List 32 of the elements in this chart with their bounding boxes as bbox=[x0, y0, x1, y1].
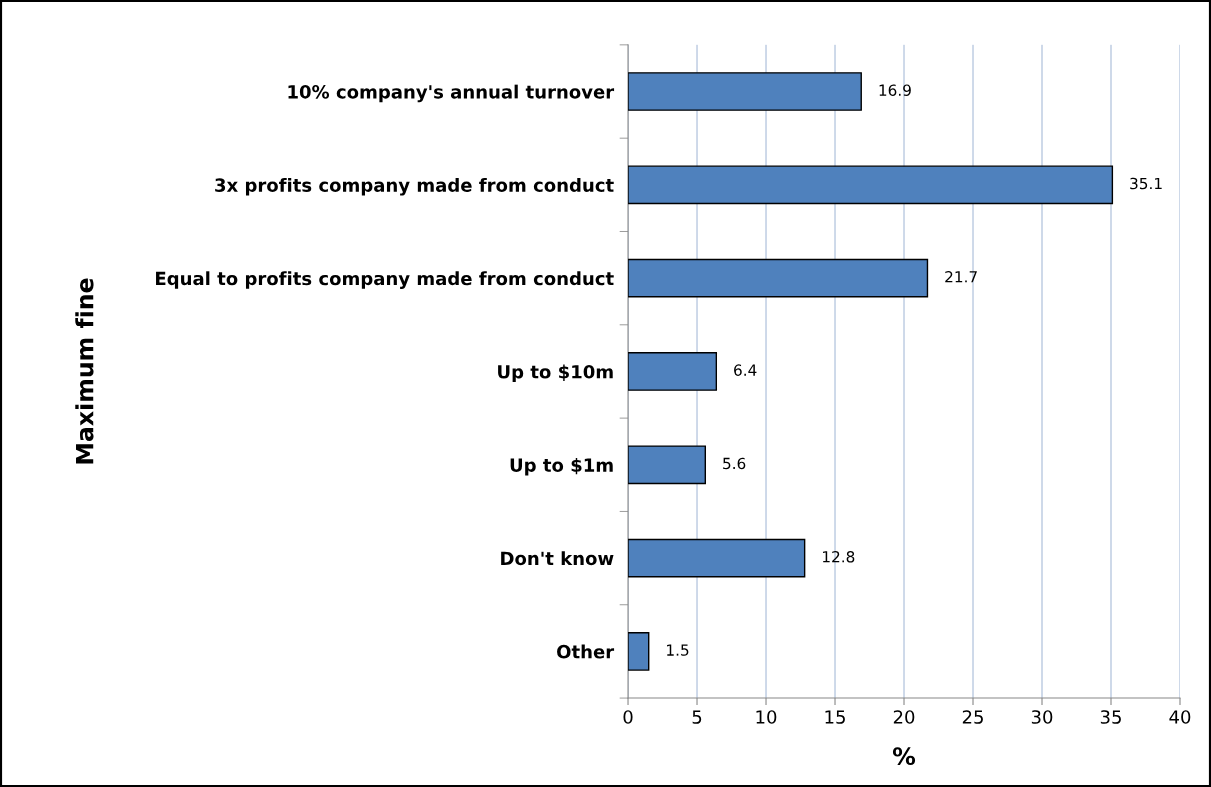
y-tick-label: Other bbox=[557, 644, 615, 659]
bar bbox=[628, 632, 650, 671]
data-label: 1.5 bbox=[667, 644, 689, 656]
x-tick-label: 25 bbox=[962, 710, 983, 724]
bar bbox=[628, 445, 706, 485]
bar bbox=[628, 72, 862, 111]
data-label: 5.6 bbox=[723, 457, 746, 470]
bar bbox=[628, 352, 718, 391]
bar bbox=[628, 258, 929, 298]
bar bbox=[628, 165, 1114, 205]
data-label: 6.4 bbox=[734, 364, 757, 376]
x-tick-label: 35 bbox=[1100, 710, 1121, 724]
data-label: 21.7 bbox=[945, 271, 977, 283]
x-tick-label: 15 bbox=[825, 710, 845, 724]
data-label: 35.1 bbox=[1130, 177, 1162, 190]
y-axis-title: Maximum fine bbox=[75, 278, 94, 464]
y-tick-label: Equal to profits company made from conduct bbox=[156, 271, 614, 289]
x-tick-label: 10 bbox=[756, 710, 777, 724]
data-label: 12.8 bbox=[823, 550, 855, 563]
x-tick-label: 5 bbox=[692, 710, 702, 724]
bar bbox=[628, 538, 806, 578]
y-tick-label: 10% company's annual turnover bbox=[288, 84, 615, 103]
y-tick-label: Don't know bbox=[501, 551, 614, 566]
x-tick-label: 0 bbox=[623, 710, 633, 724]
x-tick-label: 40 bbox=[1169, 710, 1191, 724]
x-axis-title: % bbox=[892, 747, 916, 766]
y-tick-label: Up to $1m bbox=[510, 457, 613, 476]
data-label: 16.9 bbox=[879, 84, 911, 96]
y-tick-label: Up to $10m bbox=[498, 364, 613, 383]
x-tick-label: 30 bbox=[1031, 710, 1053, 724]
y-tick-label: 3x profits company made from conduct bbox=[215, 177, 614, 196]
x-tick-label: 20 bbox=[893, 710, 915, 724]
